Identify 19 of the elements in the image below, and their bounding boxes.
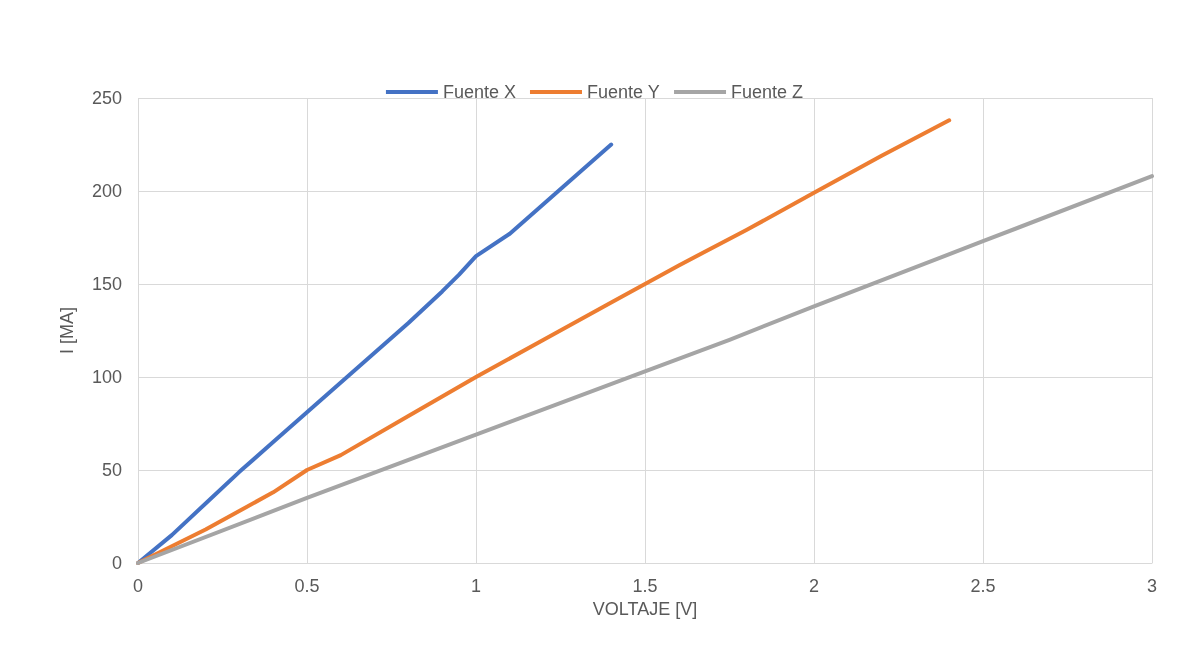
x-tick-label: 1	[470, 576, 482, 596]
legend-label: Fuente Z	[731, 82, 804, 102]
y-tick-label: 0	[111, 553, 122, 573]
y-tick-label: 150	[91, 274, 122, 294]
x-tick-label: 2	[808, 576, 820, 596]
y-tick-label: 250	[91, 88, 122, 108]
x-tick-label: 0	[132, 576, 144, 596]
y-tick-label: 100	[91, 367, 122, 387]
y-axis-title: I [MA]	[57, 306, 77, 355]
x-axis-title: VOLTAJE [V]	[592, 598, 698, 619]
line-series	[136, 174, 1154, 565]
legend-label: Fuente X	[442, 82, 516, 102]
x-tick-label: 1.5	[632, 576, 658, 596]
legend-label: Fuente Y	[586, 82, 660, 102]
y-tick-label: 50	[101, 460, 122, 480]
y-tick-label: 200	[91, 181, 122, 201]
x-tick-label: 2.5	[970, 576, 996, 596]
x-tick-label: 0.5	[294, 576, 320, 596]
x-tick-label: 3	[1146, 576, 1158, 596]
